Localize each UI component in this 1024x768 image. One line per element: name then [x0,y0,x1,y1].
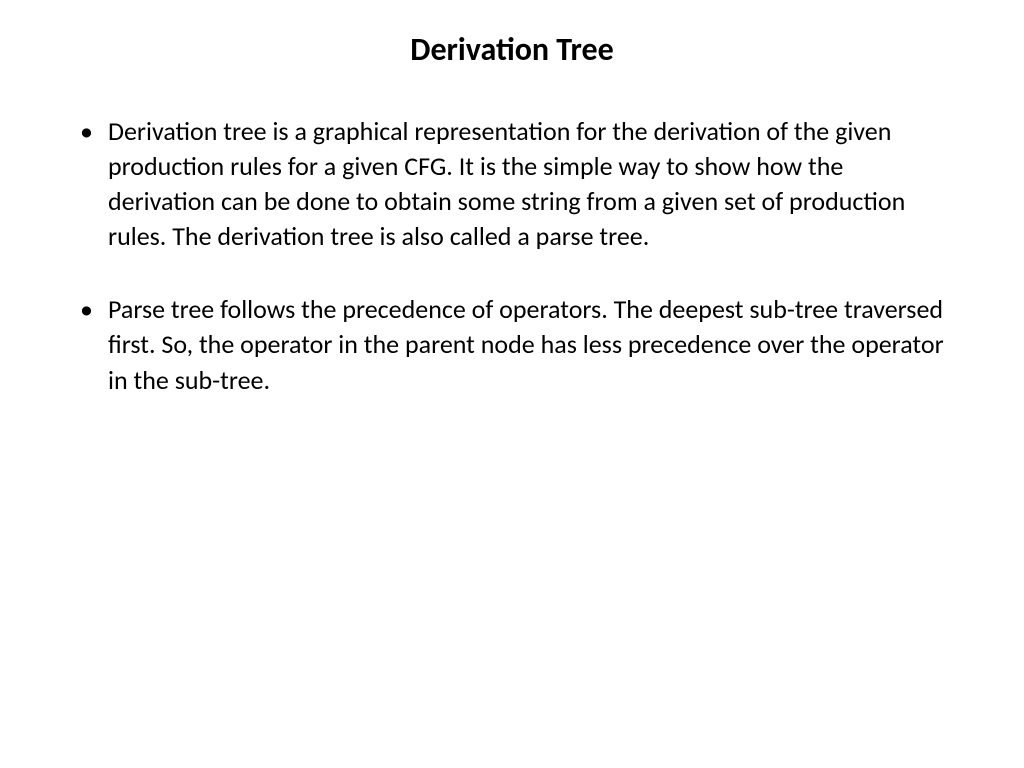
bullet-list: Derivation tree is a graphical represent… [70,114,954,398]
bullet-item: Parse tree follows the precedence of ope… [70,292,954,397]
slide-title: Derivation Tree [70,30,954,69]
bullet-item: Derivation tree is a graphical represent… [70,114,954,254]
